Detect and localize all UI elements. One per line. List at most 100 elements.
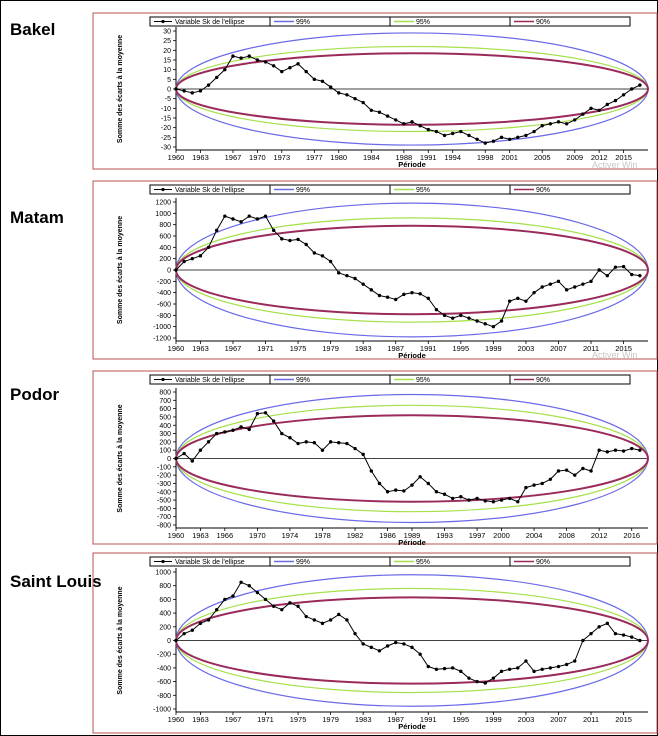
data-point <box>198 448 203 452</box>
x-tick-label: 1963 <box>192 715 209 724</box>
x-tick-label: 1967 <box>225 344 242 353</box>
y-tick-label: -600 <box>157 506 171 513</box>
data-point <box>524 299 528 303</box>
y-tick-label: 600 <box>159 406 171 413</box>
y-tick-label: 0 <box>167 456 171 463</box>
y-tick-label: -25 <box>161 135 171 142</box>
data-point <box>174 87 178 91</box>
chart-panel-saint-louis: Variable Sk de l'ellipse 99% 95% 90% 1000 800… <box>92 552 658 734</box>
legend-variable-label: Variable Sk de l'ellipse <box>175 559 245 566</box>
data-point <box>524 485 528 490</box>
data-point <box>182 89 186 93</box>
series-line <box>175 581 641 684</box>
data-point <box>369 108 374 112</box>
data-point <box>524 659 528 663</box>
data-point <box>638 448 642 452</box>
data-point <box>630 635 634 639</box>
data-point <box>434 490 439 494</box>
data-point <box>239 580 243 584</box>
data-point <box>532 129 536 134</box>
data-point <box>312 251 317 255</box>
x-tick-label: 1997 <box>469 531 486 540</box>
data-point <box>206 618 211 622</box>
x-tick-label: 2016 <box>623 531 640 540</box>
watermark-text: Activer Win <box>592 160 638 170</box>
data-point <box>630 87 634 91</box>
y-tick-label: -400 <box>157 665 171 672</box>
y-tick-label: -5 <box>165 96 171 103</box>
y-axis-label: Somme des écarts à la moyenne <box>117 35 124 143</box>
data-point <box>263 597 268 602</box>
data-point <box>231 54 235 58</box>
y-tick-label: 5 <box>167 77 171 84</box>
data-point <box>630 272 634 277</box>
x-tick-label: 1994 <box>444 153 461 162</box>
data-point <box>182 451 186 456</box>
data-point <box>597 268 601 272</box>
data-point <box>337 441 341 445</box>
data-point <box>377 649 382 653</box>
data-point <box>426 664 430 669</box>
data-point <box>190 91 194 95</box>
legend-variable-marker <box>161 377 165 382</box>
data-point <box>190 628 194 632</box>
data-point <box>377 110 382 114</box>
data-point <box>581 282 585 286</box>
y-tick-label: 30 <box>163 29 171 36</box>
data-point <box>507 137 512 141</box>
data-point <box>174 268 178 272</box>
data-point <box>499 498 504 502</box>
panel-border <box>92 552 658 734</box>
data-point <box>223 214 227 218</box>
data-point <box>524 133 528 138</box>
data-point <box>231 594 235 598</box>
x-tick-label: 1960 <box>168 715 185 724</box>
data-point <box>304 614 308 619</box>
data-point <box>589 106 593 111</box>
y-tick-label: -10 <box>161 106 171 113</box>
x-tick-label: 1978 <box>314 531 331 540</box>
x-tick-label: 1971 <box>257 715 274 724</box>
data-point <box>402 489 406 493</box>
data-point <box>353 446 357 451</box>
legend-p90-label: 90% <box>536 559 550 566</box>
data-point <box>247 214 251 218</box>
y-tick-label: -800 <box>157 313 171 320</box>
data-point <box>483 681 487 685</box>
x-tick-label: 1970 <box>249 153 266 162</box>
data-point <box>467 676 471 680</box>
data-point <box>223 597 227 602</box>
data-point <box>426 296 430 301</box>
data-point <box>475 137 479 141</box>
data-point <box>467 133 471 138</box>
x-tick-label: 2005 <box>534 153 551 162</box>
x-tick-label: 2000 <box>493 531 510 540</box>
data-point <box>621 264 626 269</box>
data-point <box>345 618 349 622</box>
legend-p90-label: 90% <box>536 377 550 384</box>
legend-p99-label: 99% <box>296 19 310 26</box>
y-tick-label: -30 <box>161 145 171 152</box>
x-tick-label: 2015 <box>615 344 632 353</box>
data-point <box>247 427 251 432</box>
data-point <box>320 254 325 258</box>
data-point <box>288 238 292 243</box>
x-tick-label: 2008 <box>558 531 575 540</box>
data-point <box>190 459 194 463</box>
data-point <box>442 492 447 496</box>
x-tick-label: 1963 <box>192 344 209 353</box>
data-point <box>255 411 260 416</box>
x-tick-label: 2003 <box>518 715 535 724</box>
y-tick-label: 10 <box>163 67 171 74</box>
y-tick-label: -300 <box>157 481 171 488</box>
data-point <box>304 69 308 74</box>
data-point <box>206 245 211 250</box>
y-tick-label: 600 <box>159 597 171 604</box>
data-point <box>605 273 610 278</box>
data-point <box>239 425 243 429</box>
data-point <box>206 83 211 87</box>
chart-panel-bakel: Variable Sk de l'ellipse 99% 95% 90% 30 25 20 1… <box>92 12 658 170</box>
y-tick-label: -400 <box>157 290 171 297</box>
data-point <box>548 477 553 481</box>
data-point <box>540 667 544 671</box>
